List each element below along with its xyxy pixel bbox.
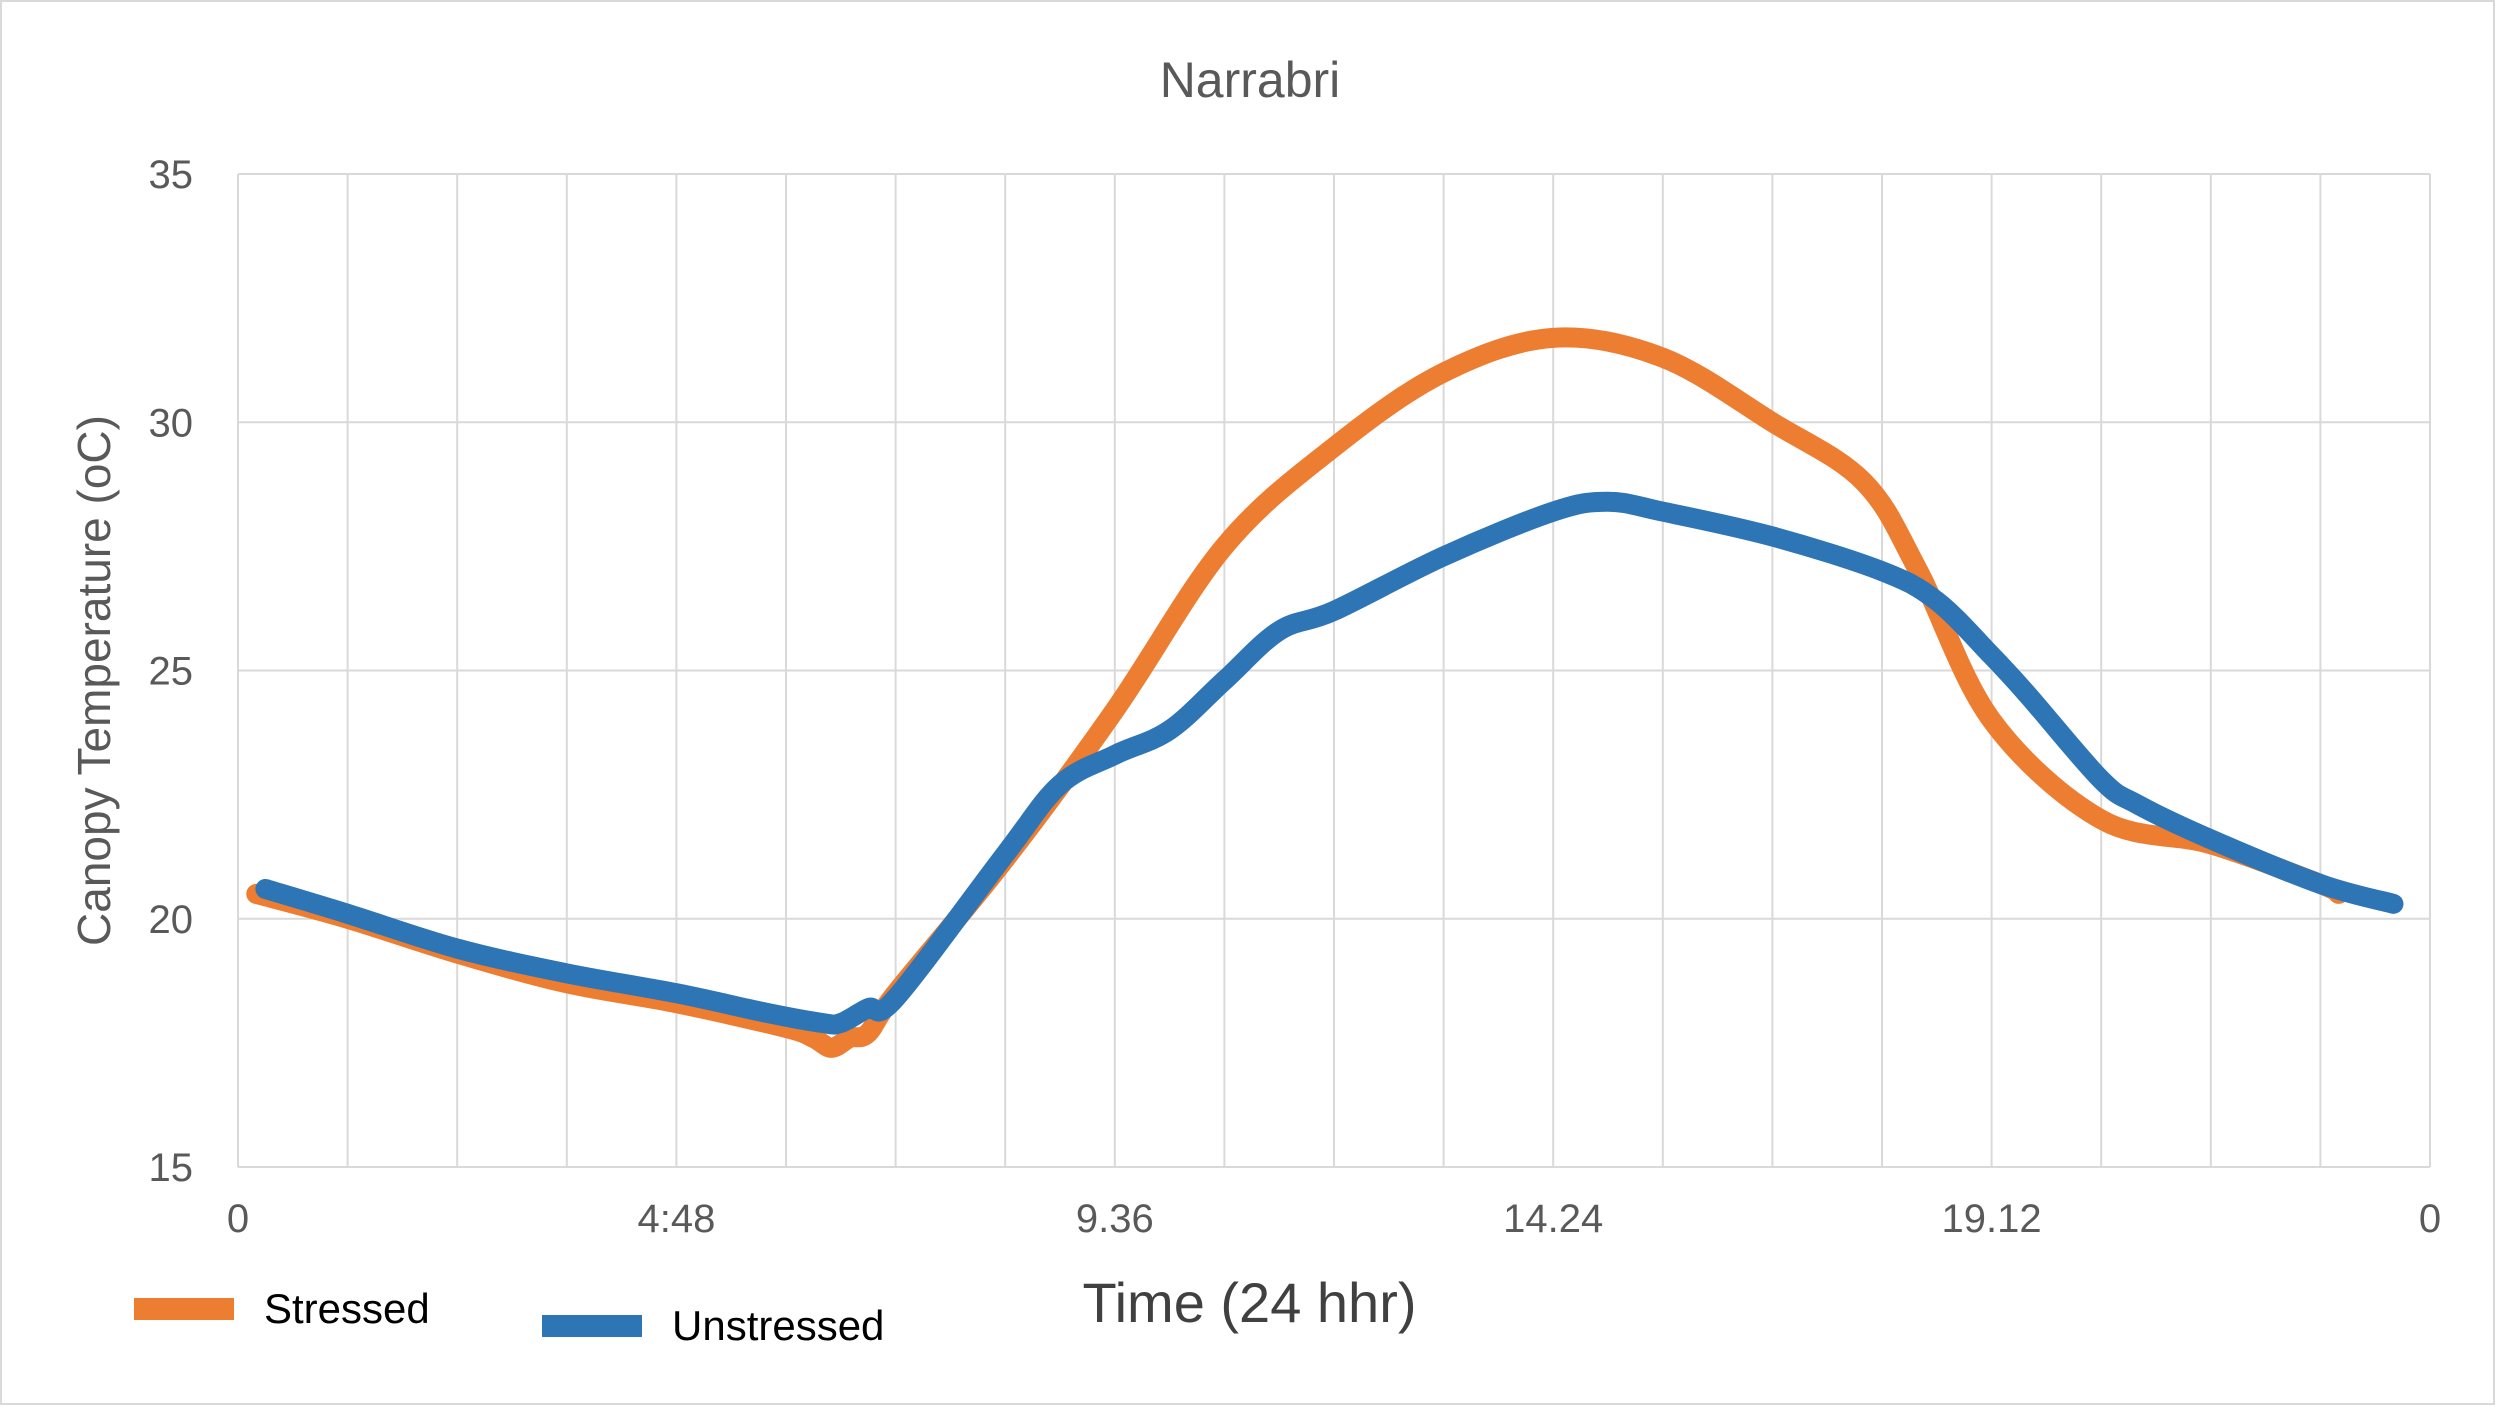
- legend-swatch-stressed: [134, 1298, 234, 1320]
- x-tick-label: 4:48: [637, 1197, 715, 1241]
- x-tick-label: 9.36: [1076, 1197, 1154, 1241]
- x-tick-label: 0: [2419, 1197, 2441, 1241]
- legend-swatch-unstressed: [542, 1315, 642, 1337]
- y-axis-title: Canopy Temperature (oC): [68, 415, 120, 946]
- y-tick-label: 15: [149, 1146, 194, 1190]
- y-tick-labels: 15 20 25 30 35: [149, 153, 194, 1190]
- vertical-gridlines: [237, 174, 2431, 1167]
- x-axis-title: Time (24 hhr): [1082, 1271, 1417, 1334]
- chart-title: Narrabri: [1160, 52, 1341, 108]
- y-tick-label: 25: [149, 650, 194, 694]
- y-tick-label: 35: [149, 153, 194, 197]
- legend-item-unstressed: Unstressed: [542, 1302, 884, 1350]
- series-line-unstressed: [255, 491, 2404, 1035]
- legend-item-stressed: Stressed: [134, 1285, 430, 1333]
- y-tick-label: 30: [149, 401, 194, 445]
- series-layer: [246, 327, 2404, 1058]
- legend-label-stressed: Stressed: [264, 1285, 430, 1332]
- x-tick-label: 14.24: [1503, 1197, 1603, 1241]
- y-tick-label: 20: [149, 898, 194, 942]
- x-tick-label: 0: [227, 1197, 249, 1241]
- x-tick-labels: 0 4:48 9.36 14.24 19.12 0: [227, 1197, 2441, 1241]
- x-tick-label: 19.12: [1942, 1197, 2042, 1241]
- legend-label-unstressed: Unstressed: [672, 1302, 885, 1349]
